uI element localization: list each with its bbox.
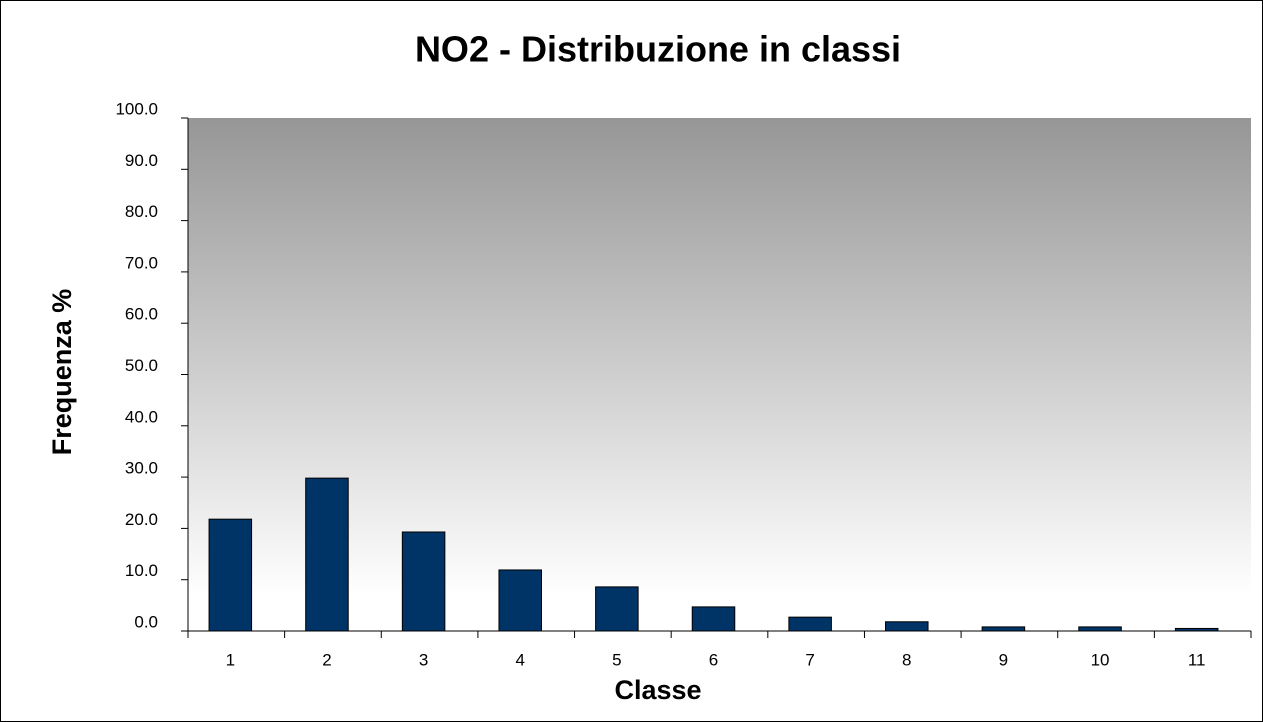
- bar: [595, 586, 639, 632]
- x-tick-label: 3: [419, 650, 428, 669]
- x-tick-label: 6: [709, 650, 718, 669]
- plot-area: [188, 118, 1251, 631]
- x-tick-label: 4: [515, 650, 524, 669]
- bar: [981, 626, 1026, 632]
- x-tick-label: 5: [612, 650, 621, 669]
- chart-title: NO2 - Distribuzione in classi: [415, 29, 901, 70]
- x-tick-label: 10: [1091, 650, 1110, 669]
- y-tick-label: 60.0: [125, 305, 158, 324]
- y-axis-title: Frequenza %: [47, 289, 77, 456]
- bar: [208, 518, 253, 632]
- bar: [788, 616, 832, 632]
- y-tick-label: 0.0: [134, 612, 158, 631]
- bar: [691, 606, 736, 632]
- x-tick-label: 9: [999, 650, 1008, 669]
- x-tick-label: 11: [1188, 650, 1206, 669]
- x-tick-label: 2: [322, 650, 331, 669]
- y-tick-label: 50.0: [125, 356, 158, 375]
- x-tick-label: 7: [805, 650, 814, 669]
- bar: [498, 569, 542, 632]
- y-tick-label: 20.0: [125, 510, 158, 529]
- x-axis-title: Classe: [614, 675, 701, 705]
- y-tick-label: 70.0: [125, 253, 158, 272]
- bar: [1078, 626, 1122, 632]
- y-tick-label: 40.0: [125, 407, 158, 426]
- y-tick-label: 100.0: [115, 99, 158, 118]
- bar: [305, 477, 349, 632]
- y-tick-label: 10.0: [125, 561, 158, 580]
- y-tick-label: 80.0: [125, 202, 158, 221]
- y-tick-label: 30.0: [125, 459, 158, 478]
- x-tick-label: 8: [902, 650, 911, 669]
- bar: [885, 621, 929, 632]
- bar: [401, 531, 446, 632]
- y-tick-label: 90.0: [125, 151, 158, 170]
- bar: [1174, 627, 1219, 632]
- x-tick-label: 1: [226, 650, 235, 669]
